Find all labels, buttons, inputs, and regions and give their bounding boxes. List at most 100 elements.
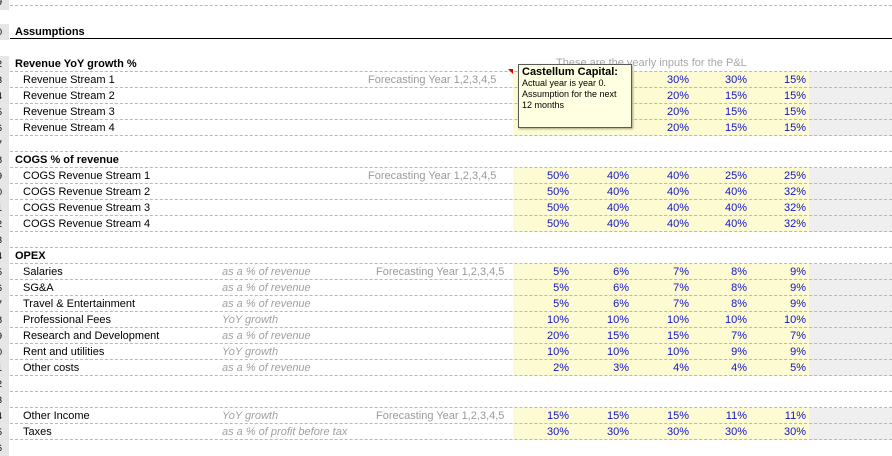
other-row-hint[interactable]: YoY growth <box>222 410 279 422</box>
revenue-value-cell[interactable]: 15% <box>783 90 806 102</box>
opex-row-label[interactable]: Other costs <box>23 362 80 374</box>
cogs-row-label[interactable]: COGS Revenue Stream 3 <box>23 202 151 214</box>
opex-row-label[interactable]: Travel & Entertainment <box>23 298 136 310</box>
other-forecast-label[interactable]: Forecasting Year 1,2,3,4,5 <box>376 410 505 422</box>
row-number[interactable]: 7 <box>0 136 9 152</box>
opex-row-hint[interactable]: as a % of revenue <box>222 330 311 342</box>
cogs-value-cell[interactable]: 50% <box>546 170 569 182</box>
revenue-value-cell[interactable]: 20% <box>666 122 689 134</box>
cogs-value-cell[interactable]: 40% <box>606 218 629 230</box>
other-value-cell[interactable]: 30% <box>724 426 747 438</box>
opex-value-cell[interactable]: 7% <box>731 330 747 342</box>
row-number[interactable]: 4 <box>0 408 9 424</box>
revenue-value-cell[interactable]: 30% <box>666 74 689 86</box>
opex-value-cell[interactable]: 8% <box>731 282 747 294</box>
row-number[interactable]: 1 <box>0 200 9 216</box>
row-number[interactable]: 5 <box>0 104 9 120</box>
row-number[interactable]: 2 <box>0 376 9 392</box>
row-number[interactable]: 6 <box>0 440 9 456</box>
row-number[interactable]: 9 <box>0 0 9 10</box>
cogs-value-cell[interactable]: 32% <box>783 218 806 230</box>
other-row-label[interactable]: Other Income <box>23 410 90 422</box>
opex-section-header[interactable]: OPEX <box>15 250 46 262</box>
opex-value-cell[interactable]: 10% <box>666 314 689 326</box>
cogs-value-cell[interactable]: 32% <box>783 202 806 214</box>
opex-value-cell[interactable]: 4% <box>673 362 689 374</box>
row-number[interactable]: 3 <box>0 232 9 248</box>
cogs-row-label[interactable]: COGS Revenue Stream 2 <box>23 186 151 198</box>
opex-value-cell[interactable]: 2% <box>553 362 569 374</box>
opex-value-cell[interactable]: 4% <box>731 362 747 374</box>
revenue-value-cell[interactable]: 15% <box>783 106 806 118</box>
row-number[interactable]: 9 <box>0 168 9 184</box>
row-number[interactable]: 2 <box>0 216 9 232</box>
row-number[interactable]: 4 <box>0 248 9 264</box>
opex-value-cell[interactable]: 10% <box>606 314 629 326</box>
opex-value-cell[interactable]: 20% <box>546 330 569 342</box>
opex-value-cell[interactable]: 10% <box>724 314 747 326</box>
cogs-value-cell[interactable]: 32% <box>783 186 806 198</box>
opex-row-hint[interactable]: as a % of revenue <box>222 362 311 374</box>
row-number[interactable]: 3 <box>0 392 9 408</box>
opex-value-cell[interactable]: 8% <box>731 266 747 278</box>
opex-row-hint[interactable]: as a % of revenue <box>222 298 311 310</box>
opex-value-cell[interactable]: 6% <box>613 266 629 278</box>
row-number[interactable]: 9 <box>0 328 9 344</box>
cogs-value-cell[interactable]: 40% <box>606 202 629 214</box>
row-number[interactable]: 8 <box>0 152 9 168</box>
other-value-cell[interactable]: 30% <box>546 426 569 438</box>
cogs-value-cell[interactable]: 50% <box>546 218 569 230</box>
opex-value-cell[interactable]: 5% <box>553 266 569 278</box>
sheet-title[interactable]: Assumptions <box>15 26 85 38</box>
row-number[interactable]: 0 <box>0 24 9 40</box>
other-value-cell[interactable]: 15% <box>546 410 569 422</box>
opex-row-label[interactable]: Rent and utilities <box>23 346 105 358</box>
cogs-value-cell[interactable]: 40% <box>724 186 747 198</box>
opex-value-cell[interactable]: 15% <box>666 330 689 342</box>
opex-value-cell[interactable]: 6% <box>613 298 629 310</box>
opex-value-cell[interactable]: 10% <box>783 314 806 326</box>
row-number[interactable]: 6 <box>0 120 9 136</box>
row-number[interactable]: 2 <box>0 56 9 72</box>
opex-row-label[interactable]: Research and Development <box>23 330 160 342</box>
opex-row-hint[interactable]: YoY growth <box>222 346 279 358</box>
cogs-row-label[interactable]: COGS Revenue Stream 4 <box>23 218 151 230</box>
comment-indicator-icon[interactable] <box>508 69 513 74</box>
row-number[interactable]: 5 <box>0 264 9 280</box>
other-value-cell[interactable]: 11% <box>725 410 747 422</box>
revenue-forecast-label[interactable]: Forecasting Year 1,2,3,4,5 <box>368 74 497 86</box>
opex-value-cell[interactable]: 10% <box>666 346 689 358</box>
opex-row-label[interactable]: Salaries <box>23 266 63 278</box>
other-value-cell[interactable]: 30% <box>666 426 689 438</box>
revenue-value-cell[interactable]: 15% <box>724 90 747 102</box>
cogs-value-cell[interactable]: 50% <box>546 186 569 198</box>
row-number[interactable]: 4 <box>0 88 9 104</box>
opex-value-cell[interactable]: 7% <box>673 282 689 294</box>
row-number[interactable]: 6 <box>0 280 9 296</box>
revenue-row-label[interactable]: Revenue Stream 3 <box>23 106 115 118</box>
row-number[interactable]: 1 <box>0 360 9 376</box>
opex-forecast-label[interactable]: Forecasting Year 1,2,3,4,5 <box>376 266 505 278</box>
cogs-section-header[interactable]: COGS % of revenue <box>15 154 119 166</box>
row-number[interactable]: 7 <box>0 296 9 312</box>
opex-row-label[interactable]: Professional Fees <box>23 314 112 326</box>
revenue-value-cell[interactable]: 15% <box>783 74 806 86</box>
row-number[interactable]: 5 <box>0 424 9 440</box>
opex-value-cell[interactable]: 3% <box>613 362 629 374</box>
opex-value-cell[interactable]: 9% <box>790 266 806 278</box>
cogs-value-cell[interactable]: 40% <box>724 218 747 230</box>
opex-value-cell[interactable]: 9% <box>731 346 747 358</box>
opex-row-hint[interactable]: as a % of revenue <box>222 266 311 278</box>
cogs-value-cell[interactable]: 40% <box>606 186 629 198</box>
cogs-value-cell[interactable]: 40% <box>666 202 689 214</box>
revenue-value-cell[interactable]: 20% <box>666 90 689 102</box>
opex-value-cell[interactable]: 7% <box>673 266 689 278</box>
opex-value-cell[interactable]: 5% <box>790 362 806 374</box>
revenue-row-label[interactable]: Revenue Stream 4 <box>23 122 115 134</box>
revenue-value-cell[interactable]: 20% <box>666 106 689 118</box>
opex-value-cell[interactable]: 9% <box>790 346 806 358</box>
opex-value-cell[interactable]: 8% <box>731 298 747 310</box>
cogs-forecast-label[interactable]: Forecasting Year 1,2,3,4,5 <box>368 170 497 182</box>
other-value-cell[interactable]: 30% <box>606 426 629 438</box>
revenue-row-label[interactable]: Revenue Stream 2 <box>23 90 115 102</box>
